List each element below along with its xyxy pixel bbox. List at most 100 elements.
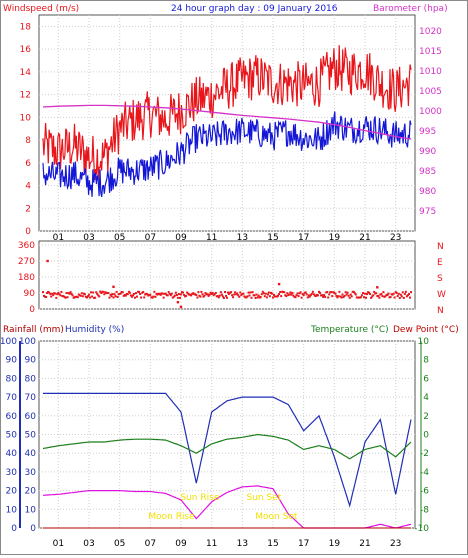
direction-point (330, 291, 333, 294)
direction-point (166, 294, 169, 297)
direction-point (107, 291, 110, 294)
wind-hour-tick-label: 15 (267, 233, 278, 243)
direction-point (178, 293, 180, 296)
wind-hour-tick-label: 03 (83, 233, 94, 243)
direction-point (199, 295, 202, 298)
direction-point (340, 296, 343, 299)
direction-point (169, 294, 172, 297)
sunset-label: Sun Set (247, 493, 282, 503)
wind-average-series (42, 111, 412, 198)
direction-point (231, 294, 234, 297)
temperature-tick-label: 6 (423, 374, 429, 384)
direction-point (364, 292, 366, 295)
direction-point (256, 296, 259, 299)
direction-point (294, 296, 297, 299)
direction-point (132, 294, 134, 297)
direction-point (302, 294, 305, 296)
direction-point (381, 295, 384, 298)
baro-tick-label: 985 (419, 167, 436, 177)
direction-point (272, 296, 274, 299)
wind-tick-label: 14 (20, 68, 32, 78)
direction-point (356, 296, 359, 299)
direction-point (262, 292, 265, 295)
direction-outlier-point (376, 286, 379, 289)
direction-point (402, 296, 405, 299)
direction-point (362, 292, 364, 295)
dewpoint-series (42, 485, 412, 529)
direction-point (100, 292, 103, 294)
direction-point (370, 296, 373, 299)
direction-point (341, 293, 344, 296)
direction-point (342, 296, 345, 299)
direction-outlier-point (179, 305, 183, 309)
temperature-tick-label: 8 (423, 356, 429, 366)
direction-point (397, 292, 400, 295)
direction-point (335, 294, 338, 297)
direction-point (333, 291, 336, 294)
humidity-tick-label: 60 (25, 412, 37, 422)
rainfall-tick-label: 80 (6, 374, 18, 384)
direction-point (211, 291, 214, 294)
direction-point (344, 291, 347, 294)
direction-point (406, 294, 409, 297)
wind-hour-tick-label: 23 (390, 233, 401, 243)
direction-point (234, 291, 237, 294)
humidity-tick-label: 0 (30, 524, 36, 534)
wind-hour-tick-label: 01 (53, 233, 64, 243)
rainfall-tick-label: 90 (6, 356, 18, 366)
direction-point (264, 292, 267, 295)
direction-point (94, 296, 97, 299)
direction-point (240, 294, 243, 297)
direction-point (384, 295, 387, 298)
direction-point (350, 295, 353, 298)
direction-point (153, 290, 156, 293)
direction-panel (38, 240, 416, 310)
direction-outlier-point (277, 282, 281, 286)
direction-point (111, 293, 114, 296)
climate-hour-tick-label: 09 (175, 539, 187, 549)
direction-tick-label: 180 (18, 273, 35, 283)
direction-point (247, 291, 250, 294)
direction-point (83, 293, 86, 296)
direction-point (55, 296, 58, 299)
humidity-series (43, 392, 412, 508)
direction-point (64, 296, 67, 299)
direction-point (204, 292, 207, 294)
direction-point (152, 295, 155, 298)
direction-point (225, 294, 227, 297)
direction-point (279, 291, 282, 293)
baro-tick-label: 1020 (419, 27, 442, 37)
direction-point (409, 296, 411, 299)
direction-point (263, 295, 266, 298)
direction-point (53, 292, 56, 295)
temperature-tick-label: -4 (420, 468, 429, 478)
temperature-tick-label: -6 (420, 487, 429, 497)
direction-point (375, 292, 378, 295)
direction-point (336, 296, 339, 299)
direction-point (96, 292, 99, 295)
direction-point (280, 295, 283, 298)
direction-point (92, 291, 95, 294)
wind-hour-tick-label: 07 (145, 233, 156, 243)
direction-point (354, 293, 357, 296)
direction-point (366, 293, 368, 296)
direction-point (217, 296, 220, 299)
direction-point (227, 291, 229, 294)
climate-hour-tick-label: 17 (298, 539, 309, 549)
direction-point (360, 294, 363, 297)
wind-hour-tick-label: 05 (114, 233, 125, 243)
direction-point (117, 293, 120, 296)
direction-point (288, 293, 291, 296)
direction-tick-label: 360 (18, 241, 35, 251)
direction-point (113, 293, 116, 296)
direction-point (379, 293, 382, 296)
direction-point (54, 292, 57, 295)
direction-point (86, 296, 88, 299)
direction-point (151, 296, 154, 299)
rainfall-tick-label: 50 (6, 431, 18, 441)
direction-point (260, 293, 263, 296)
direction-point (196, 296, 199, 299)
direction-point (140, 296, 143, 299)
direction-point (191, 292, 194, 295)
